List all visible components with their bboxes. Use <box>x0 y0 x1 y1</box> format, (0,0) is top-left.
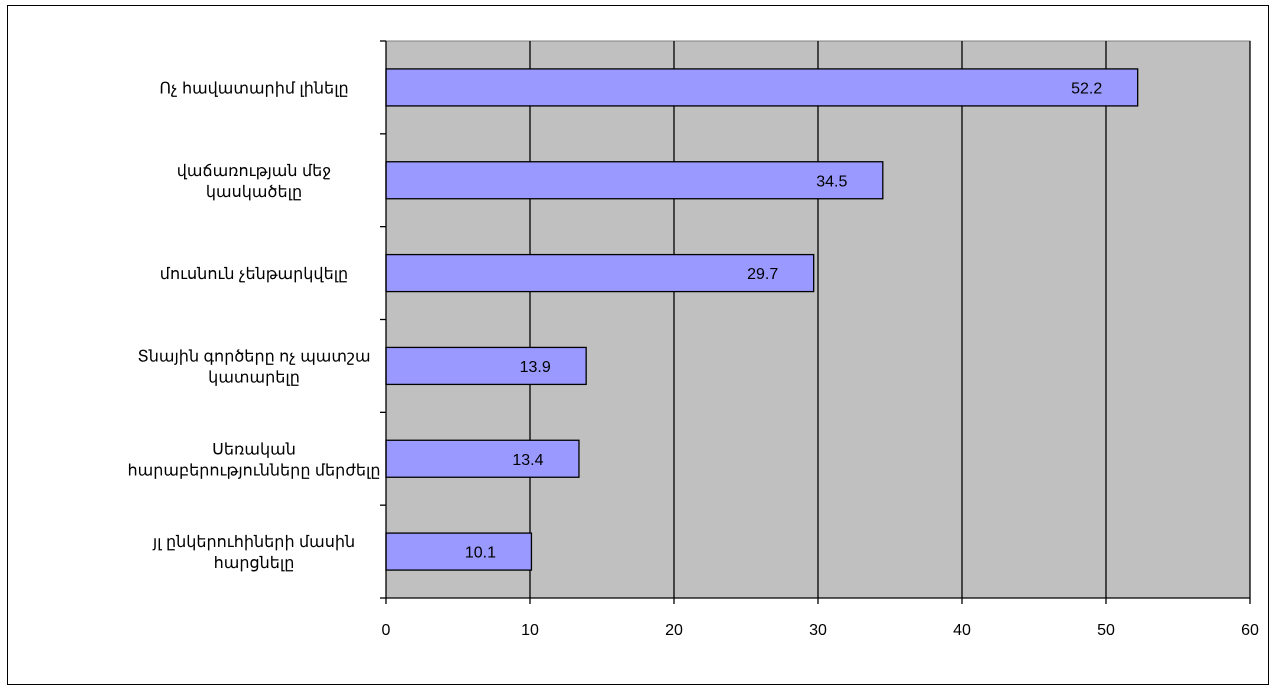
x-tick-label: 10 <box>521 622 539 639</box>
category-label-line: մուսնուն չենթարկվելը <box>160 266 348 283</box>
bar <box>385 253 815 293</box>
data-label: 34.5 <box>816 173 847 190</box>
bar <box>385 346 587 386</box>
x-tick-label: 30 <box>809 622 827 639</box>
x-tick-label: 0 <box>382 622 391 639</box>
data-label: 13.4 <box>512 452 543 469</box>
data-label: 52.2 <box>1071 80 1102 97</box>
bar <box>385 161 884 200</box>
category-label-line: Ոչ հավատարիմ լինելը <box>159 80 348 97</box>
category-label-line: կասկածելը <box>206 184 302 201</box>
category-label: յլ ընկերուհիների մասին հարցնելը <box>152 534 355 572</box>
data-label: 13.9 <box>520 359 551 376</box>
category-label: Սեռական հարաբերությունները մերժելը <box>128 441 381 479</box>
data-label: 29.7 <box>747 266 778 283</box>
category-label-line: Սեռական <box>212 441 296 458</box>
category-label: մուսնուն չենթարկվելը <box>160 266 348 283</box>
x-tick-label: 50 <box>1097 622 1115 639</box>
bar <box>385 68 1139 107</box>
bars <box>385 68 1139 571</box>
labels: 52.2 34.5 29.7 13.9 13.4 10.1 0 10 20 30 40 50 60 Ոչ … <box>128 80 1259 639</box>
axes <box>380 40 1251 604</box>
category-label-line: հարցնելը <box>214 555 295 572</box>
category-label-line: յլ ընկերուհիների մասին <box>152 534 355 551</box>
category-label: վաճառության մեջ կասկածելը <box>177 163 331 201</box>
x-tick-label: 60 <box>1241 622 1259 639</box>
x-tick-label: 20 <box>665 622 683 639</box>
category-label-line: կատարելը <box>208 369 300 386</box>
data-label: 10.1 <box>465 545 496 562</box>
bar <box>385 439 580 478</box>
category-label-line: վաճառության մեջ <box>177 163 331 180</box>
category-label: Տնային գործերը ոչ պատշա կատարելը <box>137 348 370 386</box>
category-label-line: հարաբերությունները մերժելը <box>128 462 381 479</box>
bar <box>385 532 533 571</box>
category-label-line: Տնային գործերը ոչ պատշա <box>137 348 370 365</box>
x-tick-label: 40 <box>953 622 971 639</box>
category-label: Ոչ հավատարիմ լինելը <box>159 80 348 97</box>
grid-lines <box>529 41 1251 598</box>
